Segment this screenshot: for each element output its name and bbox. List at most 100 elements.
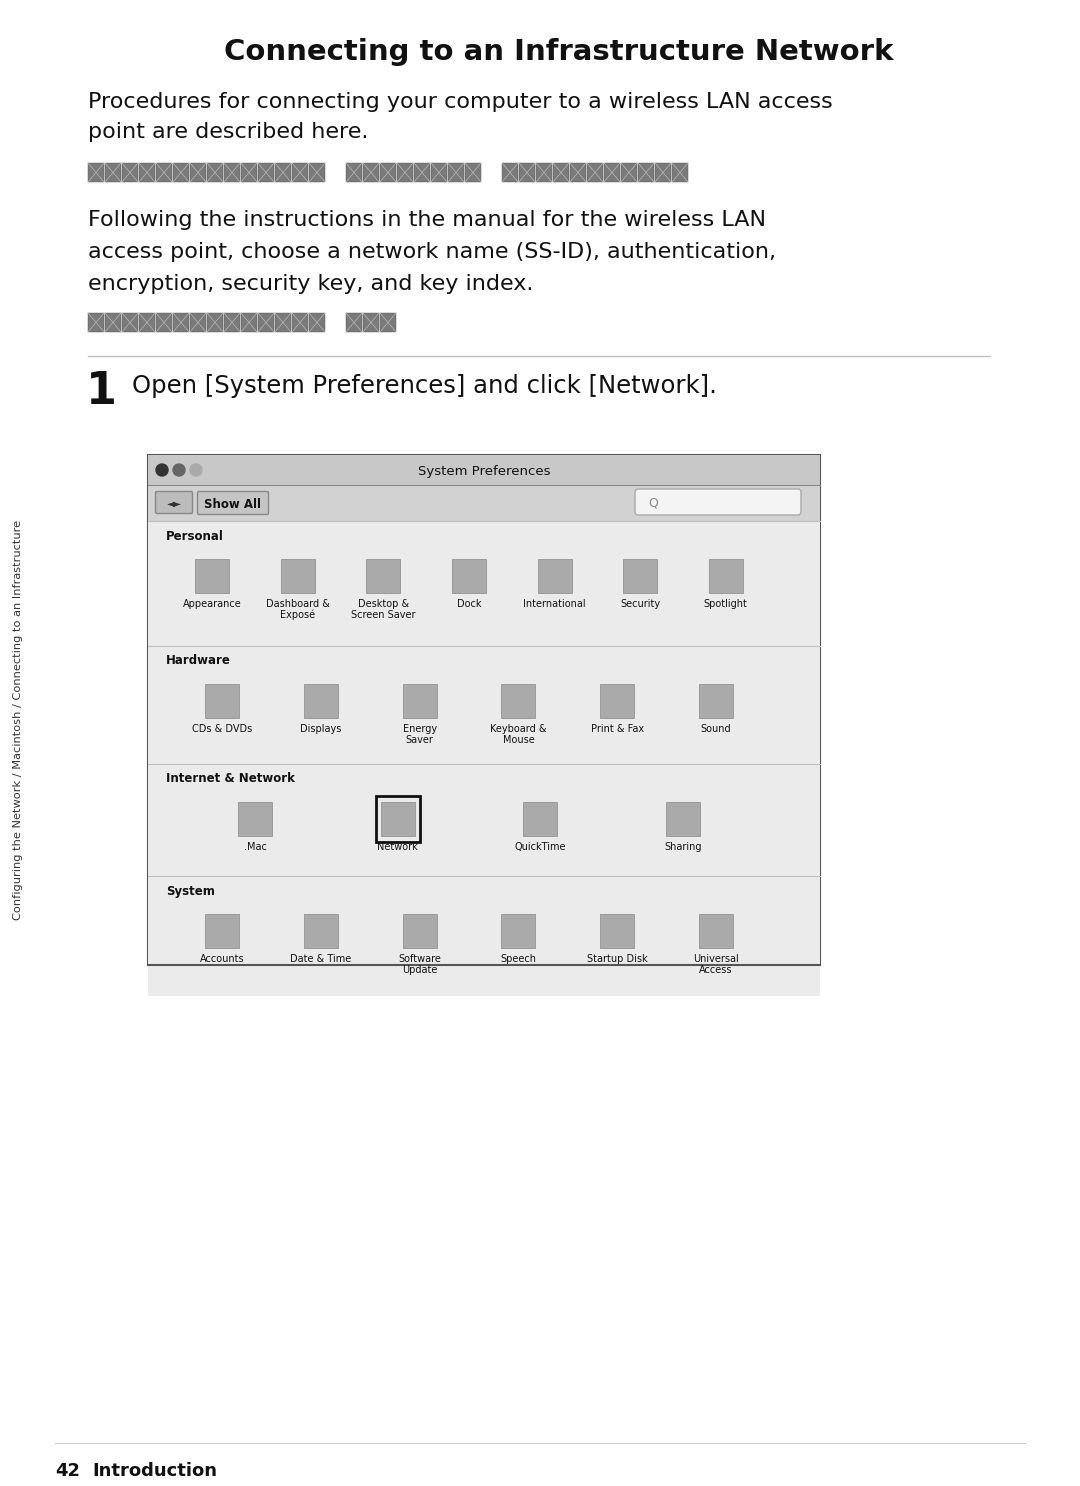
Bar bbox=[380, 802, 415, 837]
Bar bbox=[453, 559, 486, 593]
Bar bbox=[173, 163, 189, 181]
Circle shape bbox=[156, 464, 168, 476]
Bar bbox=[148, 455, 820, 964]
Bar bbox=[173, 314, 189, 331]
Bar bbox=[666, 802, 700, 837]
Text: Show All: Show All bbox=[204, 498, 261, 511]
Bar bbox=[501, 684, 536, 718]
Text: Procedures for connecting your computer to a wireless LAN access: Procedures for connecting your computer … bbox=[87, 92, 833, 111]
Bar bbox=[346, 314, 362, 331]
Bar bbox=[309, 314, 325, 331]
Text: Access: Access bbox=[699, 964, 732, 975]
Text: Hardware: Hardware bbox=[166, 654, 231, 667]
Text: Update: Update bbox=[402, 964, 437, 975]
Bar bbox=[139, 163, 156, 181]
Text: encryption, security key, and key index.: encryption, security key, and key index. bbox=[87, 273, 534, 294]
FancyBboxPatch shape bbox=[156, 492, 192, 514]
Bar bbox=[604, 163, 620, 181]
Bar bbox=[431, 163, 447, 181]
Bar bbox=[156, 163, 172, 181]
Bar bbox=[699, 684, 733, 718]
Text: ◄►: ◄► bbox=[166, 498, 181, 508]
Bar bbox=[524, 802, 557, 837]
Bar bbox=[148, 764, 820, 877]
Bar bbox=[465, 163, 481, 181]
Bar bbox=[241, 163, 257, 181]
Bar bbox=[139, 314, 156, 331]
Bar bbox=[654, 163, 671, 181]
Bar bbox=[205, 684, 239, 718]
Bar bbox=[699, 914, 733, 948]
Bar bbox=[105, 314, 121, 331]
Text: Appearance: Appearance bbox=[183, 599, 242, 609]
Text: Open [System Preferences] and click [Network].: Open [System Preferences] and click [Net… bbox=[132, 374, 717, 398]
Text: 1: 1 bbox=[86, 370, 117, 413]
Bar bbox=[224, 314, 240, 331]
Text: Software: Software bbox=[399, 954, 441, 964]
Bar bbox=[148, 522, 820, 646]
Text: Introduction: Introduction bbox=[92, 1462, 217, 1480]
Bar bbox=[536, 163, 552, 181]
Text: Sound: Sound bbox=[701, 724, 731, 734]
Bar bbox=[403, 914, 436, 948]
Text: International: International bbox=[524, 599, 586, 609]
Bar bbox=[275, 314, 291, 331]
Bar bbox=[501, 914, 536, 948]
Text: QuickTime: QuickTime bbox=[514, 843, 566, 851]
Bar bbox=[190, 163, 206, 181]
Bar bbox=[519, 163, 535, 181]
Circle shape bbox=[173, 464, 185, 476]
Text: 42: 42 bbox=[55, 1462, 80, 1480]
Text: Startup Disk: Startup Disk bbox=[586, 954, 648, 964]
Text: Saver: Saver bbox=[406, 736, 433, 744]
Bar bbox=[502, 163, 518, 181]
FancyBboxPatch shape bbox=[198, 492, 269, 514]
Bar bbox=[623, 559, 658, 593]
Bar bbox=[346, 163, 362, 181]
Text: Q: Q bbox=[648, 496, 658, 510]
Bar bbox=[122, 314, 138, 331]
Bar bbox=[672, 163, 688, 181]
Text: Spotlight: Spotlight bbox=[704, 599, 747, 609]
Text: System: System bbox=[166, 884, 215, 898]
Bar bbox=[205, 914, 239, 948]
Bar bbox=[224, 163, 240, 181]
Circle shape bbox=[190, 464, 202, 476]
Text: System Preferences: System Preferences bbox=[418, 465, 550, 477]
Bar bbox=[380, 314, 396, 331]
Bar bbox=[588, 163, 603, 181]
Text: Security: Security bbox=[620, 599, 660, 609]
Bar bbox=[621, 163, 637, 181]
Text: Sharing: Sharing bbox=[664, 843, 702, 851]
Bar bbox=[708, 559, 743, 593]
Bar bbox=[87, 163, 104, 181]
Bar bbox=[303, 684, 338, 718]
Text: Speech: Speech bbox=[500, 954, 537, 964]
Bar bbox=[292, 314, 308, 331]
Text: Date & Time: Date & Time bbox=[291, 954, 351, 964]
Bar bbox=[207, 314, 222, 331]
Bar bbox=[538, 559, 571, 593]
Text: Connecting to an Infrastructure Network: Connecting to an Infrastructure Network bbox=[225, 39, 894, 65]
Text: access point, choose a network name (SS-ID), authentication,: access point, choose a network name (SS-… bbox=[87, 242, 777, 262]
Text: Exposé: Exposé bbox=[280, 609, 315, 621]
Bar bbox=[363, 314, 379, 331]
Bar bbox=[366, 559, 401, 593]
Bar bbox=[380, 163, 396, 181]
Bar bbox=[403, 684, 436, 718]
Bar bbox=[570, 163, 586, 181]
Bar bbox=[448, 163, 464, 181]
Text: Mouse: Mouse bbox=[502, 736, 535, 744]
FancyBboxPatch shape bbox=[635, 489, 801, 516]
Bar bbox=[105, 163, 121, 181]
Text: .Mac: .Mac bbox=[244, 843, 267, 851]
Text: Personal: Personal bbox=[166, 529, 224, 542]
Bar bbox=[148, 646, 820, 764]
Bar bbox=[292, 163, 308, 181]
Text: Displays: Displays bbox=[300, 724, 341, 734]
Text: point are described here.: point are described here. bbox=[87, 122, 368, 143]
Text: Following the instructions in the manual for the wireless LAN: Following the instructions in the manual… bbox=[87, 210, 766, 230]
Bar bbox=[275, 163, 291, 181]
Bar bbox=[303, 914, 338, 948]
Text: Dock: Dock bbox=[457, 599, 482, 609]
